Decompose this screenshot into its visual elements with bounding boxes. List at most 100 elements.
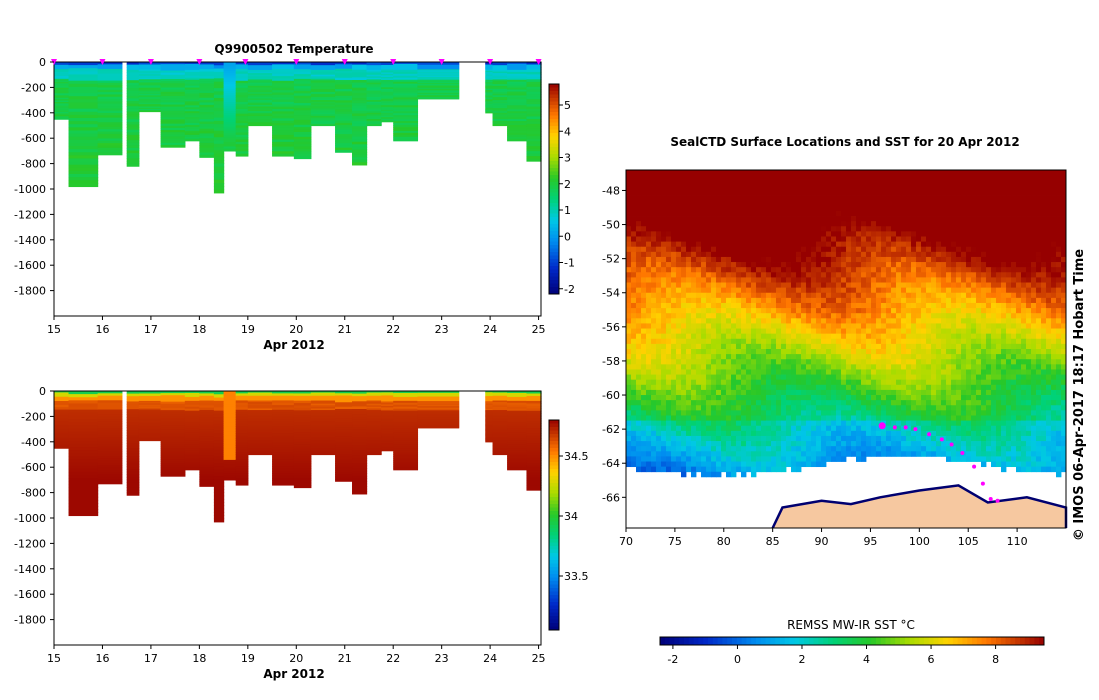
sst-cell — [771, 221, 777, 227]
section-cell — [247, 88, 273, 92]
sst-cell — [861, 262, 867, 268]
section-cell — [526, 151, 542, 155]
sst-cell — [1056, 262, 1062, 268]
sst-cell — [991, 297, 997, 304]
sst-cell — [816, 308, 822, 314]
section-cell — [310, 66, 336, 69]
sst-cell — [671, 226, 677, 232]
section-cell — [97, 391, 123, 394]
x-tick-label: 24 — [483, 652, 497, 665]
section-cell — [492, 449, 508, 452]
sst-cell — [866, 205, 872, 212]
sst-cell — [836, 256, 842, 263]
section-cell — [293, 400, 312, 404]
sst-cell — [641, 216, 647, 222]
sst-cell — [741, 205, 747, 212]
section-cell — [352, 69, 368, 73]
section-cell — [184, 63, 200, 67]
section-cell — [138, 392, 162, 395]
sst-cell — [761, 216, 767, 222]
sst-cell — [771, 175, 777, 181]
sst-cell — [791, 200, 797, 207]
section-cell — [54, 103, 70, 106]
section-cell — [381, 87, 394, 90]
section-cell — [160, 437, 186, 441]
sst-cell — [1011, 231, 1017, 237]
section-cell — [381, 443, 394, 446]
sst-cell — [961, 190, 967, 196]
sst-cell — [766, 170, 772, 176]
sst-cell — [711, 195, 717, 202]
sst-cell — [641, 185, 647, 191]
section-cell — [223, 462, 237, 465]
section-cell — [235, 409, 249, 413]
section-cell — [335, 104, 353, 108]
section-cell — [138, 404, 162, 407]
section-cell — [381, 97, 394, 100]
section-cell — [310, 96, 336, 100]
sst-cell — [756, 236, 762, 242]
section-cell — [126, 463, 140, 468]
section-cell — [393, 398, 419, 402]
section-cell — [223, 97, 237, 101]
sst-cell — [791, 277, 797, 283]
section-cell — [97, 425, 123, 429]
section-cell — [247, 69, 273, 73]
section-cell — [126, 484, 140, 488]
sst-cell — [781, 195, 787, 202]
profile-column — [492, 62, 508, 127]
sst-cell — [1016, 236, 1022, 242]
sst-cell — [881, 282, 887, 289]
section-cell — [381, 429, 394, 432]
sst-cell — [976, 210, 982, 217]
sst-cell — [626, 262, 632, 268]
sst-cell — [766, 292, 772, 299]
colorbar-segment — [549, 217, 559, 221]
section-cell — [160, 138, 186, 142]
colorbar-segment — [549, 178, 559, 183]
sst-cell — [821, 272, 827, 278]
sst-cell — [931, 267, 937, 273]
sst-cell — [896, 221, 902, 227]
sst-cell — [776, 210, 782, 217]
sst-cell — [1021, 246, 1027, 253]
sst-cell — [926, 292, 932, 299]
sst-cell — [786, 200, 792, 207]
section-cell — [485, 106, 494, 109]
section-cell — [126, 88, 140, 92]
section-cell — [366, 66, 382, 69]
section-cell — [417, 70, 460, 72]
section-cell — [417, 414, 460, 417]
section-cell — [235, 99, 249, 103]
section-cell — [352, 87, 368, 91]
sst-cell — [761, 267, 767, 273]
sst-cell — [931, 190, 937, 196]
sst-cell — [1001, 272, 1007, 278]
section-cell — [138, 403, 162, 406]
section-cell — [393, 394, 419, 398]
sst-cell — [936, 236, 942, 242]
section-cell — [235, 398, 249, 401]
section-cell — [272, 139, 295, 143]
colorbar-segment — [549, 455, 559, 459]
sst-cell — [806, 185, 812, 191]
section-cell — [526, 116, 542, 120]
sst-cell — [926, 287, 932, 294]
sst-cell — [901, 246, 907, 253]
section-cell — [247, 62, 273, 65]
sst-cell — [961, 241, 967, 248]
sst-cell — [721, 277, 727, 283]
sst-cell — [701, 318, 707, 324]
colorbar-segment — [549, 584, 559, 589]
section-cell — [235, 419, 249, 423]
colorbar-segment — [549, 451, 559, 456]
section-cell — [126, 121, 140, 126]
section-cell — [526, 131, 542, 135]
sst-cell — [1046, 308, 1052, 314]
section-cell — [199, 452, 215, 456]
sst-cell — [776, 256, 782, 263]
section-cell — [160, 81, 186, 84]
section-cell — [138, 425, 162, 428]
sst-cell — [786, 231, 792, 237]
section-cell — [352, 391, 368, 395]
